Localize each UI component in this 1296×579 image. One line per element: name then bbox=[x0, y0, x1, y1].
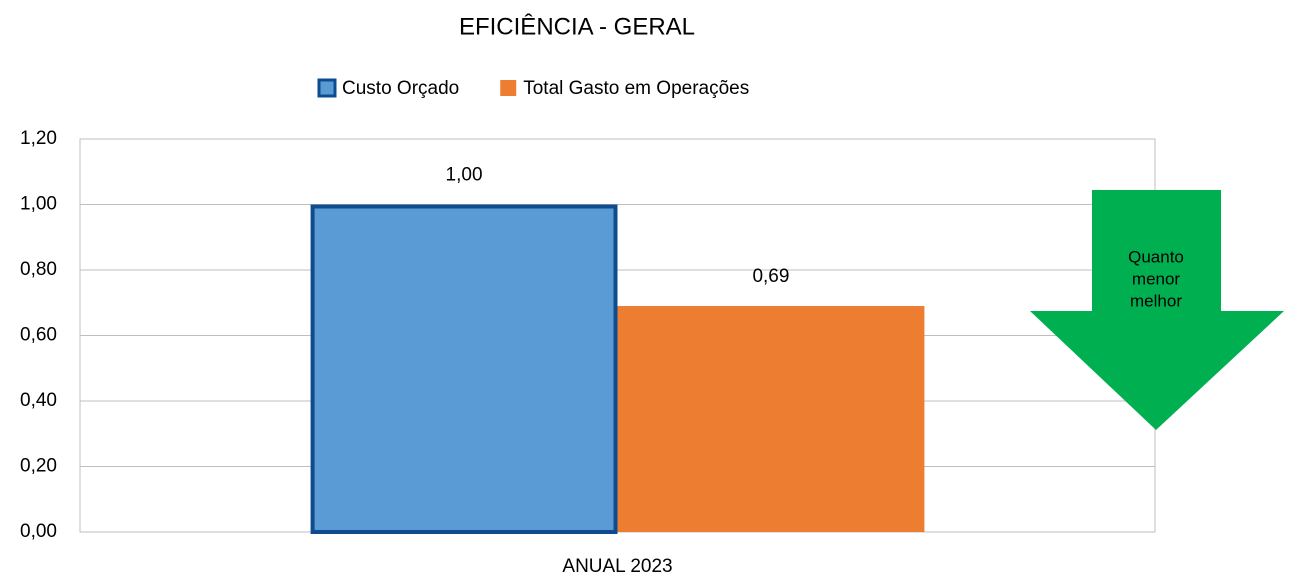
annotation-text: Quanto bbox=[1128, 247, 1184, 266]
y-tick-label: 0,20 bbox=[20, 456, 57, 477]
legend-swatch bbox=[317, 78, 337, 98]
y-tick-label: 0,00 bbox=[20, 521, 57, 542]
y-tick-label: 1,00 bbox=[20, 194, 57, 215]
annotation-arrow bbox=[1030, 190, 1284, 430]
legend-label: Custo Orçado bbox=[342, 78, 459, 99]
data-label: 1,00 bbox=[446, 165, 483, 186]
legend-label: Total Gasto em Operações bbox=[523, 78, 749, 99]
chart-title: EFICIÊNCIA - GERAL bbox=[459, 13, 695, 40]
bar bbox=[310, 204, 618, 534]
y-tick-label: 0,60 bbox=[20, 325, 57, 346]
data-label: 0,69 bbox=[752, 266, 789, 287]
y-tick-label: 0,80 bbox=[20, 259, 57, 280]
y-tick-label: 0,40 bbox=[20, 390, 57, 411]
x-tick-label: ANUAL 2023 bbox=[562, 556, 672, 577]
annotation-text: menor bbox=[1132, 269, 1181, 288]
y-tick-label: 1,20 bbox=[20, 128, 57, 149]
annotation-text: melhor bbox=[1130, 291, 1182, 310]
legend-swatch bbox=[500, 80, 517, 96]
bar bbox=[617, 306, 925, 532]
